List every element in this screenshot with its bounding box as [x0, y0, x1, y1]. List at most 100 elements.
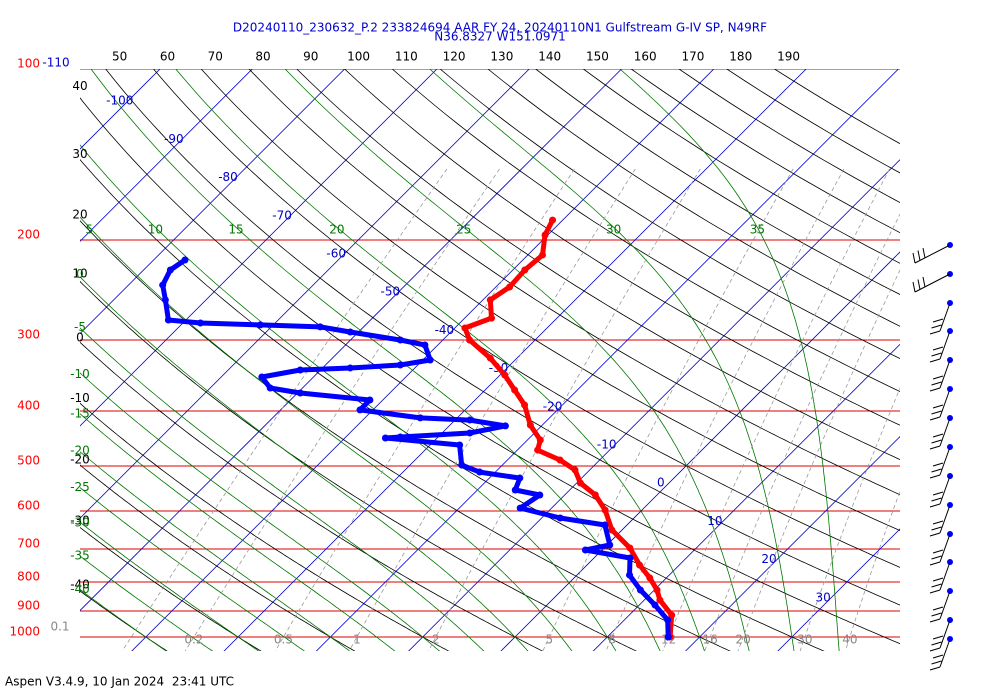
barb-feather: [917, 250, 921, 261]
sounding-point: [181, 256, 189, 264]
sounding-point: [486, 354, 494, 362]
moist-adiabat: [175, 69, 705, 651]
mixing-ratio-line: [428, 168, 701, 651]
dry-adiabat-label: 120: [443, 50, 466, 64]
sounding-point: [664, 616, 672, 624]
barb-staff: [939, 504, 951, 534]
isotherm-label: 20: [761, 552, 776, 566]
pressure-label: 600: [17, 498, 40, 512]
sounding-point: [636, 586, 644, 594]
barb-feather: [932, 375, 944, 380]
sounding-point: [534, 446, 542, 454]
sounding-point: [416, 414, 424, 422]
dry-adiabat-label: -10: [70, 391, 90, 405]
sounding-point: [296, 366, 304, 374]
sounding-point: [511, 386, 519, 394]
barb-feather: [917, 279, 921, 290]
isotherm-label: -100: [106, 94, 133, 108]
isotherm: [777, 528, 900, 651]
isotherm: [131, 69, 715, 651]
mixing-ratio-label: 16: [703, 633, 718, 647]
dry-adiabat: [152, 69, 900, 568]
sounding-point: [606, 541, 614, 549]
sounding-point: [166, 266, 174, 274]
mixing-ratio-label: 40: [842, 633, 857, 647]
moist-adiabat: [80, 413, 396, 651]
moist-adiabat: [80, 521, 260, 651]
dry-adiabat-label: 180: [729, 50, 752, 64]
dry-adiabat: [80, 464, 356, 651]
dry-adiabat-label: 110: [395, 50, 418, 64]
barb-feather: [932, 635, 944, 640]
mixing-ratio-label: 2: [432, 633, 440, 647]
barb-staff: [914, 273, 951, 293]
chart-subtitle: N36.8327 W151.0971: [434, 30, 566, 44]
isotherm: [592, 343, 900, 651]
dry-adiabat: [726, 69, 900, 174]
moist-adiabat: [90, 69, 661, 651]
moist-adiabat: [80, 327, 485, 651]
dry-adiabat-label: 10: [72, 266, 87, 280]
isotherm-label: -10: [597, 438, 617, 452]
dry-adiabat-label: 90: [303, 50, 318, 64]
sounding-point: [486, 296, 494, 304]
dry-adiabat-label: 20: [72, 207, 87, 221]
dry-adiabat: [105, 69, 900, 606]
isotherm-label: 0: [657, 476, 665, 490]
mixing-ratio-line: [737, 269, 900, 651]
barb-staff: [939, 475, 951, 505]
moist-adiabat: [80, 372, 440, 651]
barb-feather: [922, 247, 926, 259]
moist-adiabat: [80, 144, 617, 651]
moist-adiabat-label: -35: [70, 548, 90, 562]
sounding-point: [526, 421, 534, 429]
sounding-point: [256, 321, 264, 329]
moist-adiabat: [80, 487, 305, 651]
dry-adiabat: [296, 69, 900, 461]
mixing-ratio-label: 5: [546, 633, 554, 647]
sounding-point: [456, 441, 464, 449]
sounding-point: [511, 486, 519, 494]
barb-feather: [931, 641, 942, 646]
moist-adiabat: [80, 555, 214, 651]
moist-adiabat: [80, 216, 573, 651]
sounding-point: [521, 266, 529, 274]
sounding-point: [591, 491, 599, 499]
pressure-label: 700: [17, 537, 40, 551]
dry-adiabat: [248, 69, 900, 496]
sounding-point: [396, 336, 404, 344]
mixing-ratio-line: [605, 168, 845, 651]
isotherm-label: -70: [272, 208, 292, 222]
mixing-ratio-line: [348, 168, 636, 651]
sounding-point: [521, 401, 529, 409]
barb-feather: [929, 647, 941, 652]
pressure-label: 200: [17, 227, 40, 241]
sounding-point: [196, 319, 204, 327]
barb-feather: [929, 445, 941, 450]
dry-adiabat: [487, 69, 900, 327]
barb-feather: [929, 561, 941, 566]
sounding-point: [664, 633, 672, 641]
barb-feather: [931, 497, 942, 502]
barb-feather: [929, 589, 941, 594]
dry-adiabat: [80, 280, 637, 651]
barb-feather: [932, 491, 944, 496]
moist-adiabat-label: 25: [456, 223, 471, 237]
dry-adiabat-label: 140: [538, 50, 561, 64]
dry-adiabat: [80, 341, 544, 651]
sounding-point: [571, 466, 579, 474]
dry-adiabat-label: 0: [76, 331, 84, 345]
dry-adiabat-label: 130: [490, 50, 513, 64]
barb-feather: [931, 352, 942, 357]
isotherm: [80, 69, 438, 427]
pressure-label: 100: [17, 57, 40, 71]
isotherm-label: -80: [218, 170, 238, 184]
barb-feather: [932, 577, 944, 582]
barb-feather: [929, 387, 941, 392]
sounding-point: [549, 216, 557, 224]
sounding-point: [161, 296, 169, 304]
barb-feather: [922, 276, 926, 288]
dry-adiabat-label: 70: [208, 50, 223, 64]
sounding-point: [164, 316, 172, 324]
barb-staff: [939, 330, 951, 360]
